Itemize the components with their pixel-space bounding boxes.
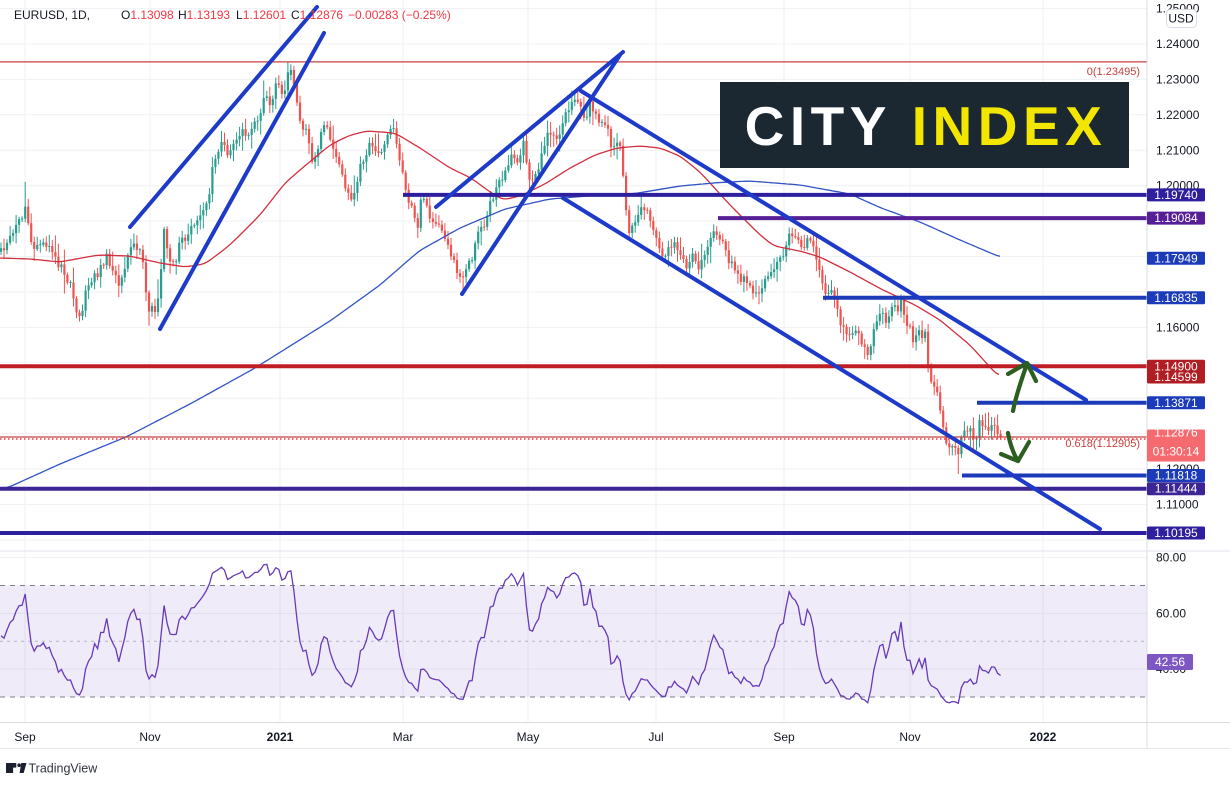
svg-text:1.14599: 1.14599	[1154, 370, 1198, 384]
svg-text:TradingView: TradingView	[29, 762, 99, 776]
svg-text:USD: USD	[1168, 12, 1194, 26]
svg-text:C1.12876: C1.12876	[291, 8, 343, 22]
svg-text:May: May	[517, 730, 540, 744]
svg-text:Sep: Sep	[14, 730, 36, 744]
svg-text:1.14900: 1.14900	[1154, 359, 1198, 373]
svg-text:O1.13098: O1.13098	[121, 8, 174, 22]
svg-text:2022: 2022	[1030, 730, 1057, 744]
svg-text:1.19084: 1.19084	[1154, 211, 1198, 225]
svg-text:0(1.23495): 0(1.23495)	[1087, 66, 1140, 78]
svg-text:Nov: Nov	[139, 730, 160, 744]
svg-text:0.618(1.12905): 0.618(1.12905)	[1065, 438, 1140, 450]
svg-text:1.21000: 1.21000	[1156, 143, 1200, 157]
svg-text:1.16000: 1.16000	[1156, 320, 1200, 334]
svg-text:L1.12601: L1.12601	[236, 8, 286, 22]
svg-text:Jul: Jul	[648, 730, 663, 744]
svg-text:1.16835: 1.16835	[1154, 291, 1198, 305]
svg-text:1.19740: 1.19740	[1154, 188, 1198, 202]
svg-text:Sep: Sep	[773, 730, 795, 744]
svg-text:CITY INDEX: CITY INDEX	[745, 95, 1108, 157]
svg-text:EURUSD, 1D,: EURUSD, 1D,	[14, 8, 90, 22]
svg-text:1.11000: 1.11000	[1156, 498, 1199, 512]
svg-text:−0.00283 (−0.25%): −0.00283 (−0.25%)	[348, 8, 451, 22]
svg-text:2021: 2021	[267, 730, 294, 744]
svg-text:1.23000: 1.23000	[1156, 72, 1200, 86]
svg-text:80.00: 80.00	[1156, 551, 1186, 565]
svg-text:Nov: Nov	[899, 730, 920, 744]
svg-text:1.12876: 1.12876	[1154, 426, 1198, 440]
svg-text:01:30:14: 01:30:14	[1153, 445, 1200, 459]
svg-text:1.10195: 1.10195	[1154, 526, 1198, 540]
svg-text:42.56: 42.56	[1155, 655, 1185, 669]
svg-text:60.00: 60.00	[1156, 606, 1186, 620]
svg-text:H1.13193: H1.13193	[178, 8, 230, 22]
svg-text:1.11444: 1.11444	[1155, 482, 1198, 496]
svg-text:1.22000: 1.22000	[1156, 108, 1200, 122]
svg-text:Mar: Mar	[393, 730, 414, 744]
svg-text:1.13871: 1.13871	[1154, 396, 1198, 410]
svg-text:1.11818: 1.11818	[1155, 469, 1198, 483]
svg-text:1.24000: 1.24000	[1156, 37, 1200, 51]
svg-text:1.17949: 1.17949	[1154, 251, 1198, 265]
